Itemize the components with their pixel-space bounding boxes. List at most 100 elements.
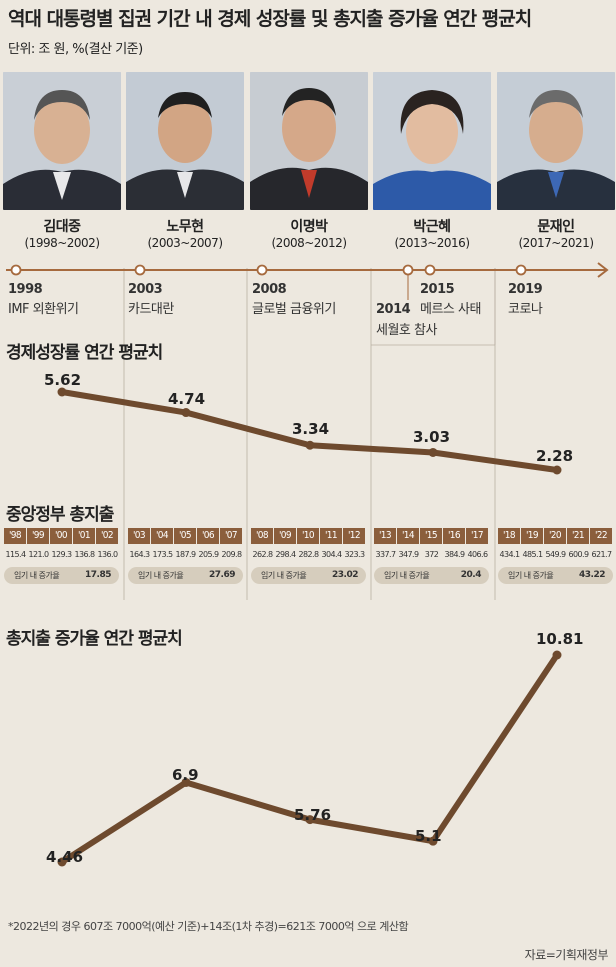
section-title-growth: 경제성장률 연간 평균치: [6, 343, 163, 363]
year-cell: '08: [251, 528, 273, 544]
data-label: 6.9: [172, 766, 199, 784]
portrait-moon-jaein: [497, 72, 615, 210]
growth-point: [181, 408, 191, 418]
data-label: 3.03: [413, 428, 451, 446]
year-cell: '19: [521, 528, 543, 544]
timeline-marker: [134, 264, 146, 276]
event-name: 카드대란: [128, 302, 174, 317]
year-cell: '09: [274, 528, 296, 544]
increase-point: [552, 650, 562, 660]
growth-point: [552, 465, 562, 475]
year-cell: '22: [590, 528, 612, 544]
spending-value: 136.8: [74, 550, 96, 559]
column-guides: [123, 268, 496, 600]
spending-value: 129.3: [51, 550, 73, 559]
event-year: 2015: [420, 282, 455, 297]
source-note: 자료=기획재정부: [524, 948, 609, 962]
president-term: (2008~2012): [271, 236, 348, 250]
timeline-marker: [402, 264, 414, 276]
president-name: 문재인: [537, 219, 575, 235]
spending-value: 337.7: [375, 550, 397, 559]
timeline-marker: [424, 264, 436, 276]
data-label: 5.62: [44, 371, 82, 389]
growth-point: [305, 440, 315, 450]
pill-label: 임기 내 증가율: [261, 571, 307, 580]
president-name: 김대중: [43, 219, 81, 235]
event-year: 2014: [376, 302, 411, 317]
page-title: 역대 대통령별 집권 기간 내 경제 성장률 및 총지출 증가율 연간 평균치: [8, 8, 532, 30]
data-label: 5.1: [415, 827, 442, 845]
data-label: 5.76: [294, 806, 332, 824]
spending-value: 621.7: [591, 550, 613, 559]
president-term: (2003~2007): [147, 236, 224, 250]
year-cell: '13: [374, 528, 396, 544]
year-cell: '02: [96, 528, 118, 544]
spending-value: 372: [424, 550, 439, 559]
year-cell: '07: [220, 528, 242, 544]
event-year: 2008: [252, 282, 287, 297]
spending-value: 347.9: [398, 550, 420, 559]
event-name: 코로나: [508, 302, 543, 317]
year-cell: '14: [397, 528, 419, 544]
year-cell: '11: [320, 528, 342, 544]
growth-point: [428, 447, 438, 457]
year-cell: '04: [151, 528, 173, 544]
event-year: 2019: [508, 282, 543, 297]
increase-rate-pill: 임기 내 증가율 23.02: [251, 567, 366, 584]
data-label: 2.28: [536, 447, 574, 465]
spending-value: 262.8: [252, 550, 274, 559]
event-name: IMF 외환위기: [8, 302, 79, 317]
president-term: (2017~2021): [518, 236, 595, 250]
increase-point: [57, 857, 67, 867]
pill-value: 27.69: [209, 570, 235, 580]
timeline-marker: [256, 264, 268, 276]
president-name: 박근혜: [413, 219, 451, 235]
pill-value: 43.22: [579, 570, 605, 580]
pill-label: 임기 내 증가율: [138, 571, 184, 580]
event-year: 2003: [128, 282, 163, 297]
pill-label: 임기 내 증가율: [14, 571, 60, 580]
year-cell: '21: [567, 528, 589, 544]
increase-rate-pill: 임기 내 증가율 17.85: [4, 567, 119, 584]
president-term: (1998~2002): [24, 236, 101, 250]
timeline: [6, 262, 609, 300]
spending-value: 600.9: [568, 550, 590, 559]
year-cell: '17: [466, 528, 488, 544]
pill-value: 17.85: [85, 570, 111, 580]
spending-value: 173.5: [152, 550, 174, 559]
year-cell: '98: [4, 528, 26, 544]
year-cell: '01: [73, 528, 95, 544]
spending-value: 384.9: [444, 550, 466, 559]
growth-point: [57, 387, 67, 397]
spending-value: 406.6: [467, 550, 489, 559]
spending-value: 121.0: [28, 550, 50, 559]
year-cell: '06: [197, 528, 219, 544]
increase-point: [428, 836, 438, 846]
spending-value: 205.9: [198, 550, 220, 559]
section-title-spending: 중앙정부 총지출: [6, 505, 114, 525]
spending-value: 164.3: [129, 550, 151, 559]
year-cell: '05: [174, 528, 196, 544]
pill-label: 임기 내 증가율: [384, 571, 430, 580]
event-name: 메르스 사태: [420, 302, 481, 317]
series-line: [59, 652, 560, 865]
year-cell: '03: [128, 528, 150, 544]
spending-value: 485.1: [522, 550, 544, 559]
year-cell: '12: [343, 528, 365, 544]
pill-value: 20.4: [460, 570, 482, 580]
spending-value: 136.0: [97, 550, 119, 559]
year-cell: '10: [297, 528, 319, 544]
section-title-increase: 총지출 증가율 연간 평균치: [6, 629, 183, 649]
increase-line-chart: [57, 650, 562, 867]
increase-point: [181, 777, 191, 787]
pill-label: 임기 내 증가율: [508, 571, 554, 580]
spending-value: 187.9: [175, 550, 197, 559]
timeline-marker: [515, 264, 527, 276]
portrait-roh-moohyun: [126, 72, 244, 210]
timeline-arrow: [597, 262, 609, 278]
event-name: 세월호 참사: [376, 323, 437, 338]
spending-value: 282.8: [298, 550, 320, 559]
data-label: 4.46: [46, 848, 84, 866]
spending-value: 209.8: [221, 550, 243, 559]
